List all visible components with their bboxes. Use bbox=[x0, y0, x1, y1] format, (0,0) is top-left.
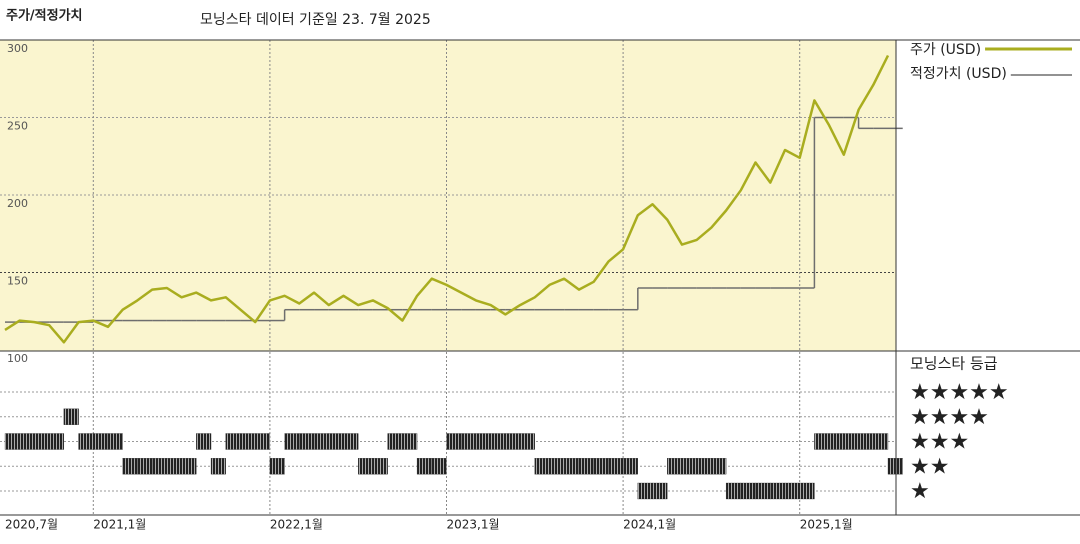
rating-bar bbox=[828, 433, 845, 450]
rating-bar bbox=[549, 458, 565, 475]
y-tick-label: 150 bbox=[7, 275, 28, 288]
rating-bar bbox=[49, 433, 65, 450]
price-line bbox=[4, 54, 890, 344]
rating-bar bbox=[34, 433, 50, 450]
rating-bar bbox=[210, 458, 226, 475]
rating-bar bbox=[740, 482, 756, 500]
rating-level-label: ★★ bbox=[910, 454, 949, 479]
rating-bar bbox=[799, 482, 815, 500]
rating-bar bbox=[711, 458, 727, 475]
rating-bar bbox=[269, 458, 285, 475]
rating-bar bbox=[490, 433, 506, 450]
rating-bar bbox=[578, 458, 594, 475]
rating-bar bbox=[505, 433, 521, 450]
rating-bar bbox=[328, 433, 344, 450]
rating-bar bbox=[181, 458, 197, 475]
rating-bar bbox=[416, 458, 432, 475]
rating-bar bbox=[858, 433, 874, 450]
rating-bar bbox=[372, 458, 388, 475]
rating-bar bbox=[608, 458, 624, 475]
y-tick-label: 200 bbox=[7, 197, 28, 210]
rating-level-label: ★ bbox=[910, 479, 930, 504]
rating-bar bbox=[652, 482, 668, 500]
x-tick-label: 2024,1월 bbox=[623, 518, 676, 532]
y-tick-label: 250 bbox=[7, 120, 28, 133]
rating-bar bbox=[78, 433, 94, 450]
rating-bar bbox=[667, 458, 683, 475]
rating-bar bbox=[284, 433, 300, 450]
rating-bar bbox=[461, 433, 477, 450]
rating-bar bbox=[387, 433, 403, 450]
rating-bar bbox=[593, 458, 609, 475]
rating-bar bbox=[63, 408, 79, 425]
rating-title: 모닝스타 등급 bbox=[910, 355, 998, 373]
rating-bar bbox=[755, 482, 771, 500]
rating-bar bbox=[93, 433, 109, 450]
x-tick-label: 2022,1월 bbox=[270, 518, 323, 532]
x-tick-label: 2021,1월 bbox=[93, 518, 146, 532]
rating-bar bbox=[770, 482, 786, 500]
rating-bar bbox=[313, 433, 329, 450]
rating-bar bbox=[637, 482, 653, 500]
chart-title: 주가/적정가치 bbox=[6, 8, 83, 24]
rating-bar bbox=[622, 458, 638, 475]
rating-bar bbox=[534, 458, 550, 475]
rating-bar bbox=[152, 458, 168, 475]
rating-bar bbox=[4, 433, 20, 450]
rating-level-label: ★★★★★ bbox=[910, 380, 1009, 405]
rating-bar bbox=[299, 433, 315, 450]
rating-bar bbox=[107, 433, 123, 450]
rating-bar bbox=[873, 433, 889, 450]
rating-bar bbox=[814, 433, 830, 450]
rating-level-label: ★★★★ bbox=[910, 405, 989, 430]
y-tick-label: 100 bbox=[7, 352, 28, 365]
rating-bar bbox=[225, 433, 241, 450]
y-tick-label: 300 bbox=[7, 42, 28, 55]
rating-bar bbox=[696, 458, 712, 475]
x-tick-label: 2023,1월 bbox=[447, 518, 500, 532]
rating-bar bbox=[122, 458, 138, 475]
rating-bar bbox=[475, 433, 491, 450]
rating-bar bbox=[137, 458, 153, 475]
rating-bar bbox=[240, 433, 256, 450]
rating-bar bbox=[343, 433, 359, 450]
rating-bar bbox=[446, 433, 462, 450]
rating-bar bbox=[19, 433, 35, 450]
rating-bar bbox=[196, 433, 212, 450]
x-tick-label: 2020,7월 bbox=[5, 518, 58, 532]
rating-bar bbox=[887, 458, 903, 475]
rating-bar bbox=[402, 433, 418, 450]
rating-bar bbox=[725, 482, 741, 500]
rating-bar bbox=[519, 433, 535, 450]
chart-subtitle: 모닝스타 데이터 기준일 23. 7월 2025 bbox=[200, 12, 431, 28]
rating-bar bbox=[843, 433, 859, 450]
rating-level-label: ★★★ bbox=[910, 430, 969, 455]
rating-bar bbox=[255, 433, 271, 450]
rating-bar bbox=[564, 458, 580, 475]
x-tick-label: 2025,1월 bbox=[800, 518, 853, 532]
rating-bar bbox=[681, 458, 697, 475]
rating-bar bbox=[431, 458, 447, 475]
rating-bar bbox=[784, 482, 800, 500]
rating-bar bbox=[358, 458, 374, 475]
legend-label: 주가 (USD) bbox=[910, 42, 981, 58]
rating-bar bbox=[166, 458, 182, 475]
legend-label: 적정가치 (USD) bbox=[910, 66, 1007, 82]
